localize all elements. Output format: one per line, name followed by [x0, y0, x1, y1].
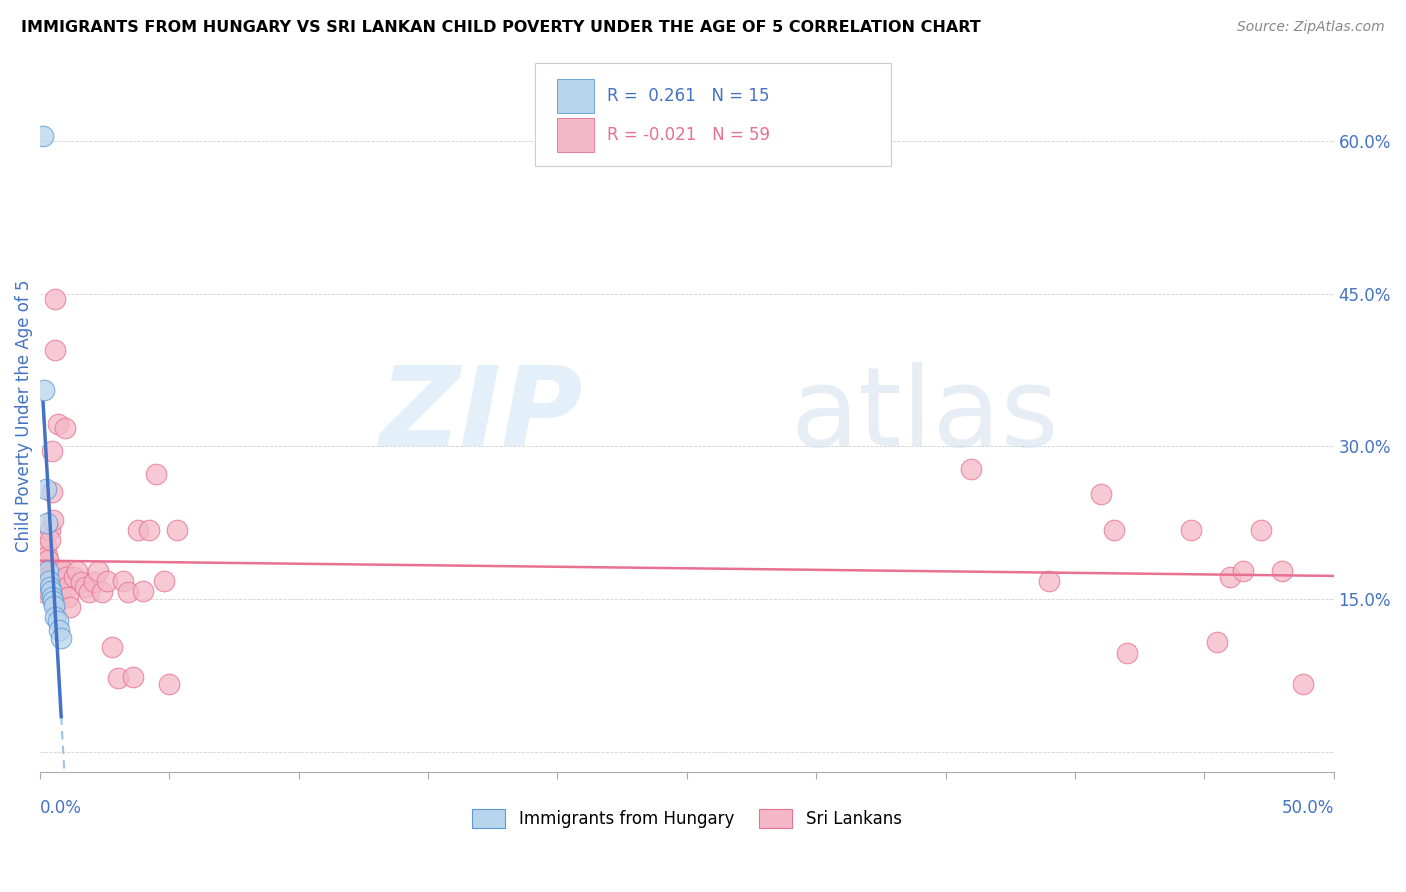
Point: [32, 574, 55, 589]
Point: [32, 575, 55, 590]
Point: [87, 564, 110, 578]
Point: [59, 600, 82, 615]
Point: [111, 574, 134, 588]
Point: [1038, 574, 1060, 588]
Point: [1291, 676, 1313, 690]
Point: [66, 564, 89, 578]
FancyBboxPatch shape: [536, 63, 891, 167]
Point: [41, 580, 63, 594]
Point: [39, 533, 62, 547]
Point: [91, 585, 114, 599]
Point: [77, 585, 100, 599]
Point: [48, 574, 70, 588]
Point: [37, 553, 59, 567]
Point: [42, 594, 65, 608]
Point: [31, 569, 53, 583]
Bar: [557, 78, 593, 113]
Point: [127, 523, 149, 537]
Point: [145, 467, 167, 481]
Point: [101, 640, 124, 654]
Point: [39, 569, 62, 583]
Text: R =  0.261   N = 15: R = 0.261 N = 15: [606, 87, 769, 105]
Point: [96, 574, 118, 588]
Y-axis label: Child Poverty Under the Age of 5: Child Poverty Under the Age of 5: [15, 279, 32, 552]
Legend: Immigrants from Hungary, Sri Lankans: Immigrants from Hungary, Sri Lankans: [465, 803, 908, 835]
Point: [41, 485, 63, 500]
Point: [55, 569, 77, 583]
Point: [45, 585, 67, 599]
Point: [41, 590, 63, 604]
Point: [32, 128, 55, 143]
Point: [38, 523, 60, 537]
Point: [48, 623, 70, 637]
Point: [53, 421, 76, 435]
Point: [52, 564, 75, 578]
Text: Source: ZipAtlas.com: Source: ZipAtlas.com: [1237, 20, 1385, 34]
Point: [1232, 564, 1254, 578]
Point: [75, 580, 97, 594]
Point: [32, 384, 55, 398]
Point: [122, 670, 145, 684]
Point: [70, 574, 93, 589]
Point: [1219, 569, 1241, 583]
Point: [34, 482, 56, 496]
Point: [44, 569, 66, 583]
Point: [83, 574, 105, 589]
Point: [1206, 634, 1229, 648]
Point: [153, 574, 176, 588]
Point: [107, 672, 129, 686]
Text: ZIP: ZIP: [380, 362, 583, 469]
Point: [37, 569, 59, 583]
Point: [39, 583, 62, 598]
Point: [45, 564, 67, 578]
Point: [34, 564, 56, 578]
Point: [46, 615, 69, 629]
Point: [34, 586, 56, 600]
Point: [960, 462, 983, 476]
Point: [62, 569, 84, 583]
Bar: [557, 118, 593, 153]
Point: [157, 676, 180, 690]
Point: [1250, 523, 1272, 537]
Point: [38, 574, 60, 589]
Point: [37, 564, 59, 578]
Text: R = -0.021   N = 59: R = -0.021 N = 59: [606, 126, 769, 145]
Point: [38, 580, 60, 594]
Point: [44, 343, 66, 357]
Text: IMMIGRANTS FROM HUNGARY VS SRI LANKAN CHILD POVERTY UNDER THE AGE OF 5 CORRELATI: IMMIGRANTS FROM HUNGARY VS SRI LANKAN CH…: [21, 20, 981, 35]
Point: [41, 444, 63, 458]
Text: atlas: atlas: [790, 362, 1059, 469]
Point: [46, 594, 69, 608]
Point: [56, 580, 79, 594]
Point: [38, 574, 60, 588]
Point: [58, 590, 80, 604]
Point: [37, 549, 59, 564]
Point: [51, 583, 73, 598]
Point: [38, 585, 60, 599]
Point: [37, 516, 59, 530]
Point: [35, 539, 58, 553]
Point: [42, 564, 65, 578]
Point: [44, 599, 66, 614]
Text: 50.0%: 50.0%: [1281, 799, 1334, 817]
Point: [132, 583, 155, 598]
Point: [1102, 523, 1125, 537]
Point: [1115, 646, 1137, 660]
Point: [48, 564, 70, 578]
Point: [1271, 564, 1294, 578]
Point: [44, 610, 66, 624]
Point: [44, 292, 66, 306]
Point: [117, 585, 139, 599]
Point: [1090, 487, 1112, 501]
Point: [138, 523, 160, 537]
Point: [1180, 523, 1202, 537]
Point: [46, 417, 69, 431]
Point: [49, 580, 72, 594]
Point: [166, 523, 188, 537]
Text: 0.0%: 0.0%: [39, 799, 82, 817]
Point: [51, 631, 73, 645]
Point: [34, 580, 56, 594]
Point: [42, 513, 65, 527]
